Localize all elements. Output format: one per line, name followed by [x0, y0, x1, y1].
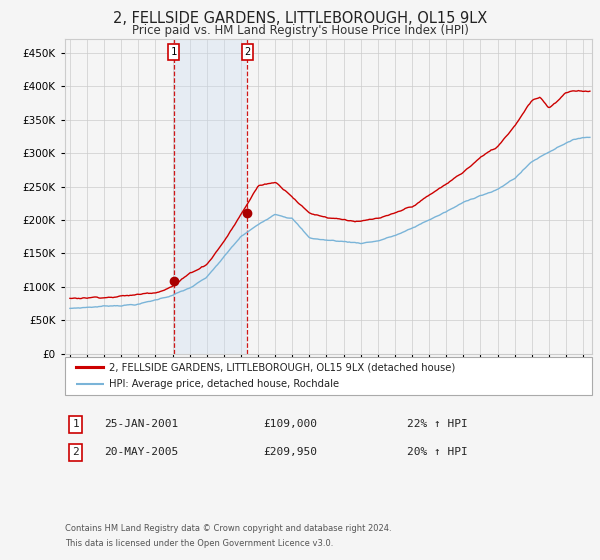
Text: 2: 2 — [244, 47, 251, 57]
Text: £209,950: £209,950 — [263, 447, 317, 458]
Text: 25-JAN-2001: 25-JAN-2001 — [104, 419, 178, 430]
Text: This data is licensed under the Open Government Licence v3.0.: This data is licensed under the Open Gov… — [65, 539, 333, 548]
Text: 2, FELLSIDE GARDENS, LITTLEBOROUGH, OL15 9LX (detached house): 2, FELLSIDE GARDENS, LITTLEBOROUGH, OL15… — [109, 362, 455, 372]
Text: 2, FELLSIDE GARDENS, LITTLEBOROUGH, OL15 9LX: 2, FELLSIDE GARDENS, LITTLEBOROUGH, OL15… — [113, 11, 487, 26]
Text: 1: 1 — [170, 47, 177, 57]
Text: 2: 2 — [72, 447, 79, 458]
Text: 20-MAY-2005: 20-MAY-2005 — [104, 447, 178, 458]
Bar — [174, 39, 247, 354]
Text: 20% ↑ HPI: 20% ↑ HPI — [407, 447, 467, 458]
Text: £109,000: £109,000 — [263, 419, 317, 430]
Text: 22% ↑ HPI: 22% ↑ HPI — [407, 419, 467, 430]
Text: Contains HM Land Registry data © Crown copyright and database right 2024.: Contains HM Land Registry data © Crown c… — [65, 524, 391, 533]
Text: 1: 1 — [72, 419, 79, 430]
Text: HPI: Average price, detached house, Rochdale: HPI: Average price, detached house, Roch… — [109, 379, 339, 389]
Text: Price paid vs. HM Land Registry's House Price Index (HPI): Price paid vs. HM Land Registry's House … — [131, 24, 469, 36]
